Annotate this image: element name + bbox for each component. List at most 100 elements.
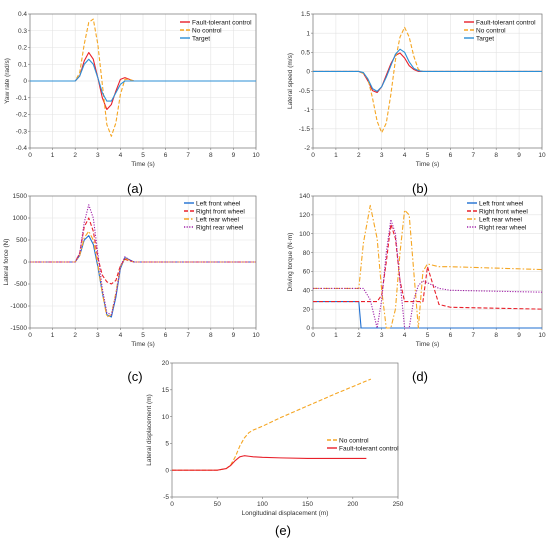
y-tick-label: 1000 <box>13 215 28 222</box>
x-tick-label: 100 <box>257 501 268 508</box>
x-tick-label: 5 <box>141 332 145 339</box>
legend-label: Fault-tolerant control <box>339 445 399 452</box>
legend-label: Right front wheel <box>196 208 245 215</box>
y-tick-label: -0.2 <box>16 112 28 119</box>
y-axis-label: Driving torque (N·m) <box>287 233 294 292</box>
legend-label: Left front wheel <box>196 200 241 207</box>
panel-caption: (a) <box>127 181 143 196</box>
y-tick-label: -0.1 <box>16 95 28 102</box>
panel-caption: (c) <box>127 369 142 384</box>
legend-label: Left front wheel <box>479 200 524 207</box>
x-tick-label: 9 <box>517 332 521 339</box>
x-tick-label: 5 <box>426 152 430 159</box>
x-tick-label: 6 <box>449 152 453 159</box>
x-tick-label: 9 <box>232 152 236 159</box>
x-tick-label: 200 <box>347 501 358 508</box>
y-tick-label: 0 <box>23 259 27 266</box>
x-tick-label: 0 <box>311 332 315 339</box>
y-tick-label: 5 <box>165 441 169 448</box>
legend-label: Right rear wheel <box>196 224 244 231</box>
x-axis-label: Time (s) <box>416 341 440 348</box>
x-tick-label: 0 <box>170 501 174 508</box>
x-tick-label: 50 <box>214 501 222 508</box>
y-tick-label: 0.2 <box>18 45 27 52</box>
y-tick-label: 10 <box>162 414 170 421</box>
y-tick-label: 0 <box>165 467 169 474</box>
legend-label: Right front wheel <box>479 208 528 215</box>
y-tick-label: 1.5 <box>301 11 310 18</box>
x-tick-label: 7 <box>471 332 475 339</box>
y-tick-label: 0.1 <box>18 61 27 68</box>
y-tick-label: 20 <box>303 306 311 313</box>
y-tick-label: 60 <box>303 269 311 276</box>
y-tick-label: -1000 <box>10 303 27 310</box>
x-tick-label: 6 <box>164 332 168 339</box>
x-axis-label: Longitudinal displacement (m) <box>242 510 329 517</box>
x-tick-label: 6 <box>164 152 168 159</box>
y-tick-label: 140 <box>299 193 310 200</box>
y-tick-label: -2 <box>304 145 310 152</box>
y-tick-label: -1.5 <box>299 126 311 133</box>
x-tick-label: 3 <box>96 152 100 159</box>
plot-area <box>171 362 399 498</box>
x-tick-label: 3 <box>96 332 100 339</box>
x-tick-label: 7 <box>186 152 190 159</box>
legend-label: Target <box>476 35 494 42</box>
x-tick-label: 10 <box>252 152 260 159</box>
x-tick-label: 10 <box>538 332 546 339</box>
x-tick-label: 10 <box>538 152 546 159</box>
series-line-3 <box>30 230 256 318</box>
y-tick-label: -1 <box>304 107 310 114</box>
x-tick-label: 7 <box>471 152 475 159</box>
x-tick-label: 9 <box>517 152 521 159</box>
x-tick-label: 2 <box>357 332 361 339</box>
x-tick-label: 4 <box>403 152 407 159</box>
y-tick-label: -5 <box>163 494 169 501</box>
x-tick-label: 8 <box>494 152 498 159</box>
series-line-2 <box>313 223 543 310</box>
x-tick-label: 3 <box>380 332 384 339</box>
series-line-1 <box>313 301 542 329</box>
x-tick-label: 4 <box>403 332 407 339</box>
y-tick-label: 120 <box>299 212 310 219</box>
y-tick-label: 1 <box>306 30 310 37</box>
x-axis-label: Time (s) <box>131 161 155 168</box>
x-tick-label: 2 <box>357 152 361 159</box>
x-axis-label: Time (s) <box>416 161 440 168</box>
y-tick-label: 100 <box>299 231 310 238</box>
y-axis-label: Lateral speed (m/s) <box>287 53 294 109</box>
x-tick-label: 4 <box>119 332 123 339</box>
legend-label: No control <box>476 27 506 34</box>
x-tick-label: 1 <box>334 152 338 159</box>
legend-label: Target <box>192 35 210 42</box>
panel-caption: (b) <box>412 181 428 196</box>
x-tick-label: 1 <box>51 332 55 339</box>
x-axis-label: Time (s) <box>131 341 155 348</box>
x-tick-label: 6 <box>449 332 453 339</box>
x-tick-label: 8 <box>209 152 213 159</box>
x-tick-label: 9 <box>232 332 236 339</box>
series-line-3 <box>313 204 543 329</box>
x-tick-label: 8 <box>494 332 498 339</box>
legend-label: No control <box>192 27 222 34</box>
x-tick-label: 0 <box>28 332 32 339</box>
y-tick-label: 0.5 <box>301 49 310 56</box>
x-tick-label: 0 <box>311 152 315 159</box>
legend-label: No control <box>339 437 369 444</box>
y-tick-label: -0.3 <box>16 128 28 135</box>
y-tick-label: 1500 <box>13 193 28 200</box>
series-line-2 <box>30 18 256 137</box>
y-axis-label: Lateral displacement (m) <box>146 394 153 466</box>
y-tick-label: 0 <box>23 78 27 85</box>
series-line-1 <box>172 378 372 471</box>
panel-caption: (d) <box>412 369 428 384</box>
x-tick-label: 1 <box>51 152 55 159</box>
series-line-4 <box>30 204 256 316</box>
x-tick-label: 2 <box>73 152 77 159</box>
x-tick-label: 4 <box>119 152 123 159</box>
legend-label: Left rear wheel <box>196 216 240 223</box>
y-tick-label: 20 <box>162 360 170 367</box>
x-tick-label: 250 <box>393 501 404 508</box>
y-tick-label: 0.3 <box>18 28 27 35</box>
